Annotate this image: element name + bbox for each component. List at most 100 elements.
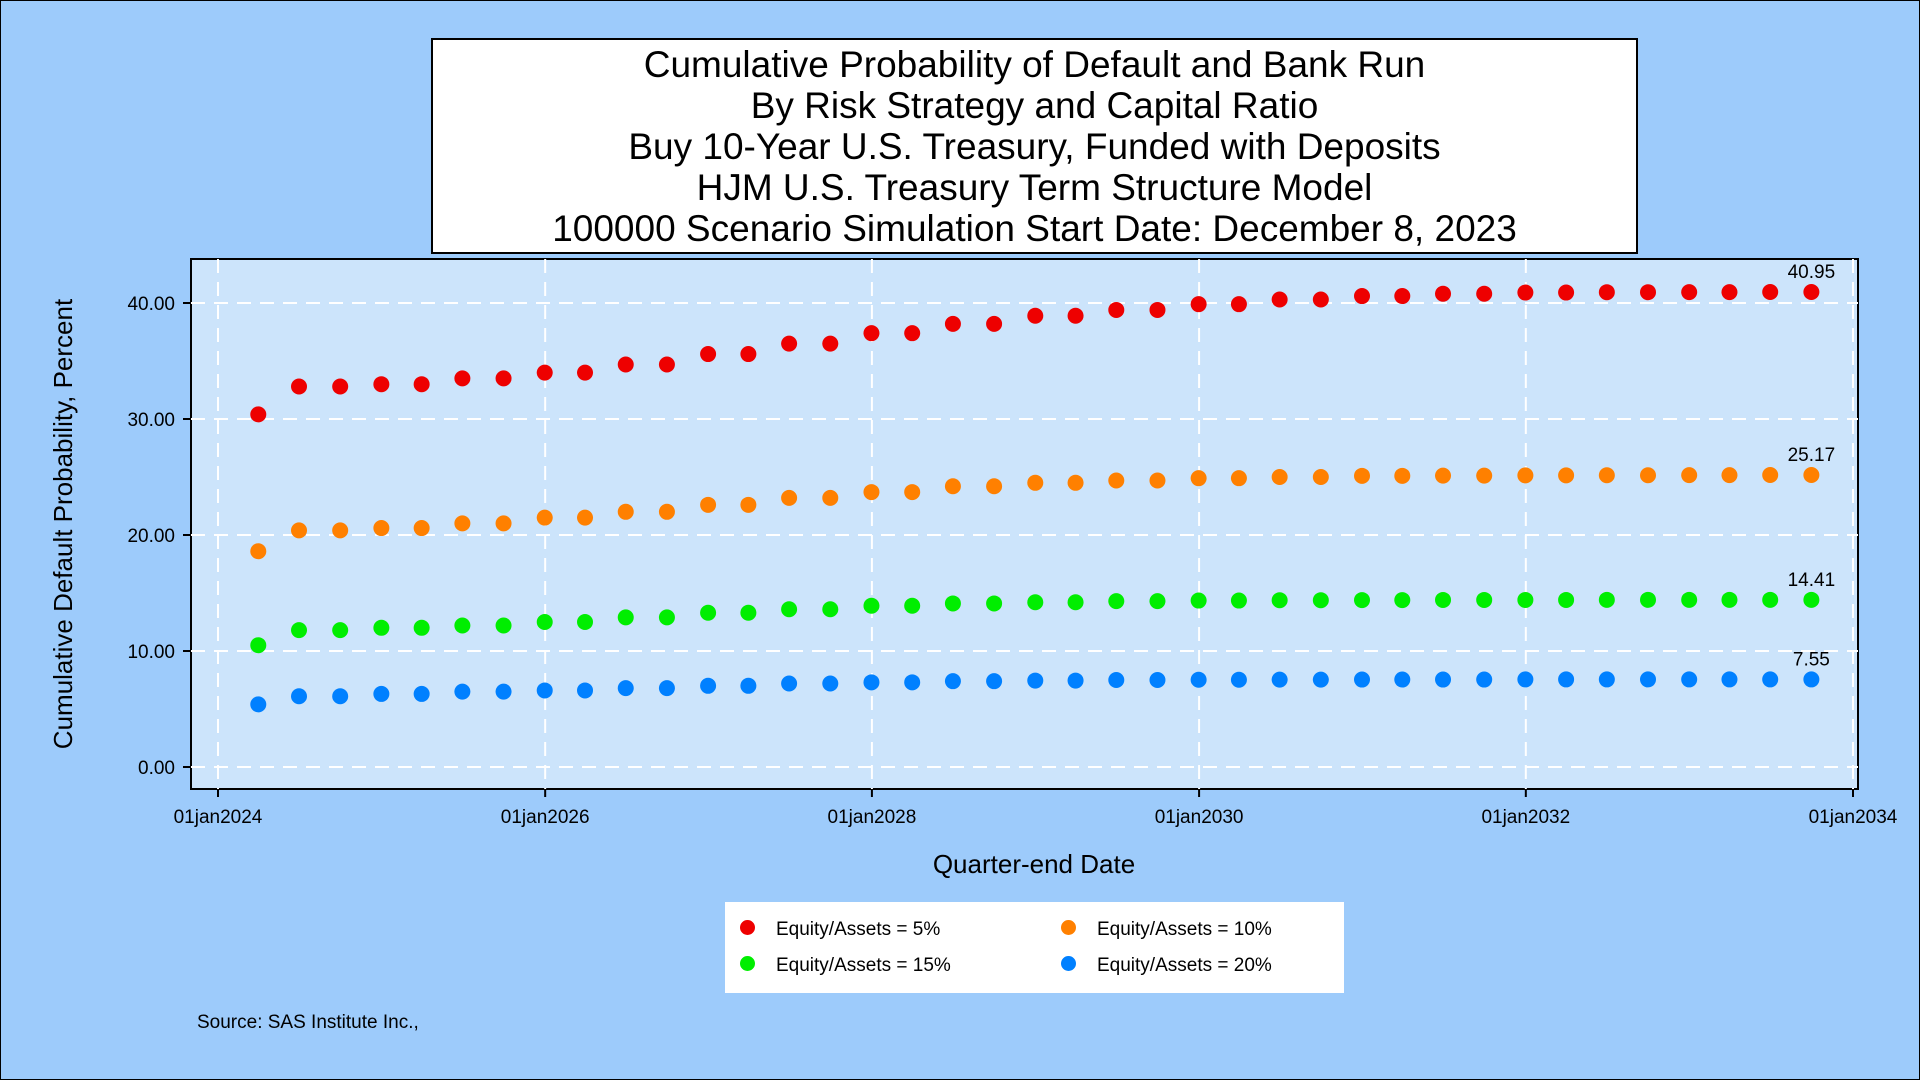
data-point-series-4 [250,696,267,713]
points-layer [250,283,1820,713]
data-point-series-4 [1108,672,1125,688]
data-point-series-3 [1354,592,1371,609]
data-point-series-4 [1230,671,1247,688]
data-point-series-2 [1476,467,1493,484]
data-point-series-2 [291,522,308,539]
data-point-series-4 [822,675,839,692]
data-point-series-4 [413,685,430,702]
data-point-series-3 [1394,592,1411,609]
data-point-series-4 [291,688,308,705]
data-point-series-3 [1149,593,1166,610]
data-point-series-2 [617,503,634,520]
legend-item-15pct: Equity/Assets = 15% [740,955,951,977]
data-point-series-2 [781,489,798,506]
data-point-series-3 [1230,592,1247,609]
data-point-series-4 [740,677,757,694]
data-point-series-2 [904,484,921,501]
data-point-series-2 [658,503,675,520]
data-point-series-4 [577,682,594,699]
data-point-series-4 [1640,671,1657,688]
data-point-series-4 [1394,671,1411,688]
data-point-series-3 [1517,591,1534,608]
data-point-series-1 [1640,284,1657,301]
chart-title-line-2: By Risk Strategy and Capital Ratio [750,85,1319,126]
data-point-series-1 [291,378,308,395]
legend-label: Equity/Assets = 15% [776,955,951,976]
data-point-series-2 [740,496,757,513]
data-point-series-1 [1394,288,1411,305]
data-point-series-1 [740,346,757,363]
chart-title-box: Cumulative Probability of Default and Ba… [431,38,1638,254]
data-point-series-1 [413,376,430,393]
data-point-series-1 [250,406,267,423]
data-point-series-4 [1271,671,1288,688]
data-point-series-3 [1558,591,1575,608]
source-note: Source: SAS Institute Inc., [197,1012,419,1033]
data-point-series-3 [658,609,675,626]
data-point-series-1 [1027,307,1044,324]
data-point-series-3 [413,619,430,636]
data-point-series-2 [1558,467,1575,484]
data-point-series-1 [1517,284,1534,301]
legend-label: Equity/Assets = 5% [776,919,941,940]
data-point-series-1 [986,315,1003,332]
data-point-series-1 [1803,283,1820,300]
data-point-series-2 [1394,467,1411,484]
end-value-label-series-1: 40.95 [1788,262,1836,283]
data-point-series-3 [1190,592,1207,609]
data-point-series-4 [1476,671,1493,688]
data-point-series-4 [1721,671,1738,688]
data-point-series-1 [536,364,553,381]
x-axis-label: Quarter-end Date [933,849,1135,879]
data-point-series-4 [781,675,798,692]
end-value-label-series-3: 14.41 [1788,570,1836,591]
data-point-series-1 [1354,288,1371,305]
data-point-series-3 [1762,591,1779,608]
data-point-series-4 [1598,671,1615,688]
data-point-series-3 [1803,591,1820,608]
data-point-series-4 [986,673,1003,690]
end-value-label-series-2: 25.17 [1788,445,1836,466]
data-point-series-3 [1681,591,1698,608]
legend-marker-icon [740,956,755,972]
data-point-series-2 [250,543,267,560]
data-point-series-2 [413,520,430,537]
y-tick-label: 0.00 [138,758,175,779]
data-point-series-3 [1067,594,1084,611]
data-point-series-1 [1271,291,1288,308]
data-point-series-1 [1762,283,1779,300]
data-point-series-1 [658,356,675,373]
data-point-series-3 [454,617,471,634]
data-point-series-2 [1681,467,1698,484]
data-point-series-3 [577,614,594,630]
chart-title-line-3: Buy 10-Year U.S. Treasury, Funded with D… [628,126,1441,167]
data-point-series-4 [1312,671,1329,688]
data-point-series-3 [250,637,267,654]
data-point-series-3 [904,597,921,614]
chart-title-line-4: HJM U.S. Treasury Term Structure Model [696,167,1373,208]
data-point-series-1 [1190,296,1207,313]
data-point-series-3 [781,601,798,618]
data-point-series-3 [373,619,390,636]
data-point-series-3 [944,595,961,612]
data-point-series-4 [1354,671,1371,688]
data-point-series-2 [1230,470,1247,487]
end-value-label-series-4: 7.55 [1793,649,1830,670]
data-point-series-4 [904,674,921,691]
x-tick-label: 01jan2024 [174,807,263,828]
y-axis-label: Cumulative Default Probability, Percent [48,298,78,749]
data-point-series-1 [1312,291,1329,308]
data-point-series-4 [1067,672,1084,689]
data-point-series-2 [1762,467,1779,484]
data-point-series-3 [986,595,1003,612]
data-point-series-3 [1271,592,1288,609]
data-point-series-3 [863,597,880,614]
legend-label: Equity/Assets = 10% [1097,919,1272,940]
data-point-series-1 [863,325,880,342]
x-tick-label: 01jan2032 [1481,807,1570,828]
legend-item-5pct: Equity/Assets = 5% [740,919,940,941]
data-point-series-1 [700,346,717,363]
data-point-series-2 [495,515,512,532]
data-point-series-4 [332,688,349,705]
